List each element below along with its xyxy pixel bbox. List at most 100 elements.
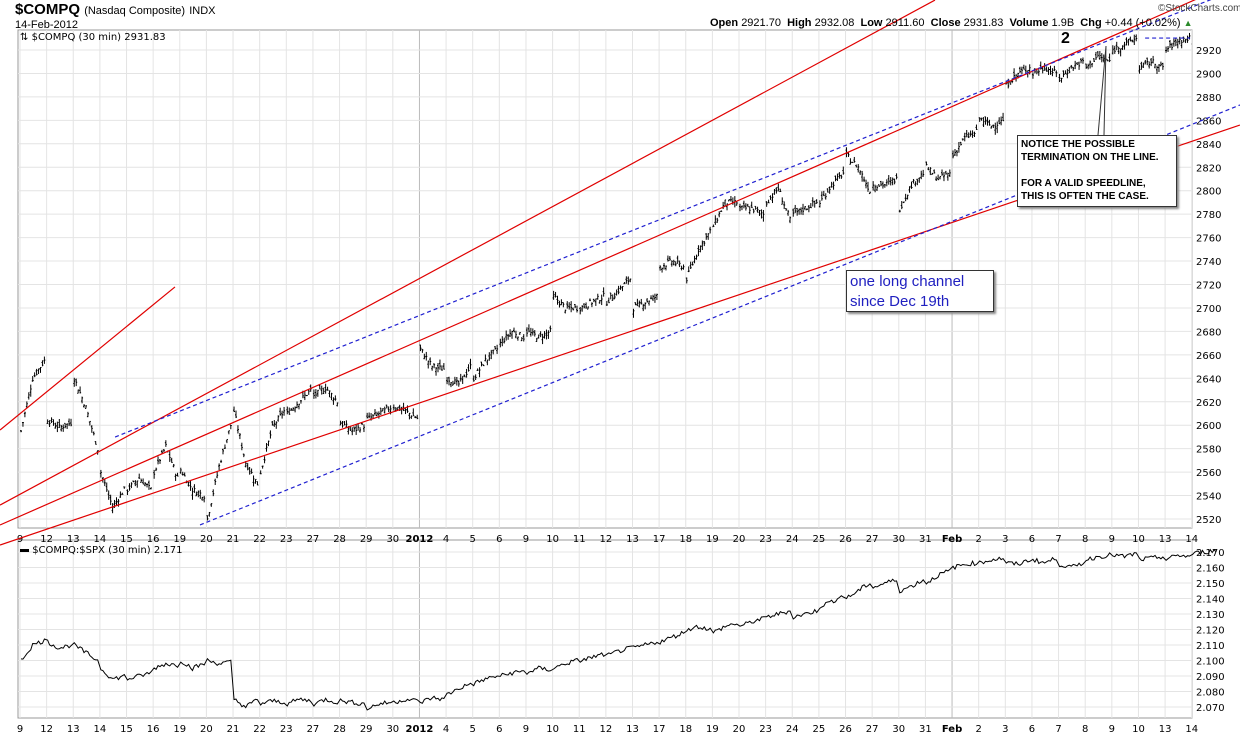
callout-line: TERMINATION ON THE LINE. <box>1021 152 1159 163</box>
x-tick-label: 23 <box>759 534 772 545</box>
ratio-panel-legend: $COMPQ:$SPX (30 min) 2.171 <box>20 545 182 556</box>
x-tick-label: 28 <box>333 534 346 545</box>
x-tick-label: 4 <box>443 534 449 545</box>
x-tick-label: 27 <box>307 534 320 545</box>
change-label: Chg <box>1080 17 1102 29</box>
x-tick-label: 15 <box>120 534 133 545</box>
x-tick-label: 26 <box>839 724 852 735</box>
y-tick-label: 2720 <box>1196 281 1221 292</box>
y-tick-label: 2.140 <box>1196 595 1225 606</box>
x-tick-label: 12 <box>40 724 53 735</box>
x-tick-label: 8 <box>1082 534 1088 545</box>
y-tick-label: 2860 <box>1196 116 1221 127</box>
x-tick-label: 25 <box>813 724 826 735</box>
x-tick-label: 28 <box>333 724 346 735</box>
chart-date: 14-Feb-2012 <box>15 19 78 31</box>
open-label: Open <box>710 17 739 29</box>
x-tick-label: 9 <box>1109 724 1115 735</box>
x-tick-label: 6 <box>1029 724 1035 735</box>
callout-line: FOR A VALID SPEEDLINE, <box>1021 178 1146 189</box>
trendline <box>0 286 176 431</box>
price-bars <box>20 32 1192 521</box>
open-value: 2921.70 <box>741 17 781 29</box>
y-tick-label: 2600 <box>1196 421 1221 432</box>
y-tick-label: 2800 <box>1196 187 1221 198</box>
y-tick-label: 2840 <box>1196 140 1221 151</box>
high-label: High <box>787 17 812 29</box>
y-tick-label: 2.100 <box>1196 657 1225 668</box>
x-tick-label: 25 <box>813 534 826 545</box>
x-tick-label: 9 <box>523 724 529 735</box>
price-panel-frame <box>17 29 1193 529</box>
x-tick-label: 20 <box>733 534 746 545</box>
y-tick-label: 2620 <box>1196 398 1221 409</box>
x-tick-label: 27 <box>866 534 879 545</box>
chart-title: $COMPQ (Nasdaq Composite) INDX <box>15 1 216 18</box>
x-tick-label: 8 <box>1082 724 1088 735</box>
x-tick-label: 13 <box>626 534 639 545</box>
y-tick-label: 2.070 <box>1196 703 1225 714</box>
x-tick-label: 2 <box>975 724 981 735</box>
x-tick-label: 14 <box>1185 724 1198 735</box>
x-tick-label: 20 <box>200 724 213 735</box>
x-tick-label: 9 <box>17 724 23 735</box>
x-tick-label: Feb <box>942 534 962 545</box>
price-panel-legend: ⇅ $COMPQ (30 min) 2931.83 <box>20 32 166 43</box>
x-tick-label: 10 <box>546 534 559 545</box>
y-tick-label: 2640 <box>1196 374 1221 385</box>
y-tick-label: 2.170 <box>1196 548 1225 559</box>
x-tick-label: 23 <box>280 724 293 735</box>
x-tick-label: 22 <box>253 534 266 545</box>
y-tick-label: 2660 <box>1196 351 1221 362</box>
x-tick-label: 29 <box>360 534 373 545</box>
x-tick-label: 14 <box>94 724 107 735</box>
y-tick-label: 2540 <box>1196 492 1221 503</box>
symbol: $COMPQ <box>15 1 81 18</box>
symbol-name: (Nasdaq Composite) <box>84 5 186 17</box>
close-value: 2931.83 <box>963 17 1004 29</box>
x-tick-label: 9 <box>1109 534 1115 545</box>
x-tick-label: 27 <box>866 724 879 735</box>
x-tick-label: 30 <box>892 534 905 545</box>
x-tick-label: 14 <box>94 534 107 545</box>
x-tick-label: 13 <box>67 724 80 735</box>
x-tick-label: 20 <box>200 534 213 545</box>
ohlc-bars-icon: ⇅ <box>20 32 29 43</box>
x-tick-label: 24 <box>786 724 799 735</box>
callout-line: THIS IS OFTEN THE CASE. <box>1021 191 1149 202</box>
x-tick-label: 19 <box>173 534 186 545</box>
y-tick-label: 2.120 <box>1196 626 1225 637</box>
x-tick-label: 14 <box>1185 534 1198 545</box>
x-tick-label: 30 <box>386 534 399 545</box>
callout-line <box>1021 164 1173 177</box>
x-tick-label: 10 <box>1132 534 1145 545</box>
x-tick-label: 23 <box>759 724 772 735</box>
x-tick-label: 3 <box>1002 534 1008 545</box>
x-tick-label: 17 <box>653 534 666 545</box>
x-tick-label: 21 <box>227 534 240 545</box>
y-tick-label: 2920 <box>1196 46 1221 57</box>
x-tick-label: 20 <box>733 724 746 735</box>
x-tick-label: 7 <box>1055 724 1061 735</box>
x-tick-label: 18 <box>679 534 692 545</box>
callout-pointer <box>1097 45 1107 136</box>
x-tick-label: 12 <box>599 724 612 735</box>
y-tick-label: 2580 <box>1196 445 1221 456</box>
trendline <box>0 0 936 506</box>
symbol-type: INDX <box>189 5 216 17</box>
trendline <box>114 0 1212 438</box>
channel-note: one long channel since Dec 19th <box>846 270 994 312</box>
callout-note: NOTICE THE POSSIBLE TERMINATION ON THE L… <box>1017 135 1177 207</box>
x-tick-label: 24 <box>786 534 799 545</box>
x-tick-label: 12 <box>40 534 53 545</box>
x-tick-label: 5 <box>470 724 476 735</box>
x-tick-label: 23 <box>280 534 293 545</box>
close-label: Close <box>930 17 961 29</box>
x-tick-label: 17 <box>653 724 666 735</box>
x-tick-label: 9 <box>523 534 529 545</box>
ratio-line <box>20 548 1217 711</box>
wave-label: 2 <box>1061 30 1070 47</box>
ohlc-summary: Open 2921.70 High 2932.08 Low 2911.60 Cl… <box>710 17 1193 29</box>
high-value: 2932.08 <box>814 17 855 29</box>
x-tick-label: 26 <box>839 534 852 545</box>
